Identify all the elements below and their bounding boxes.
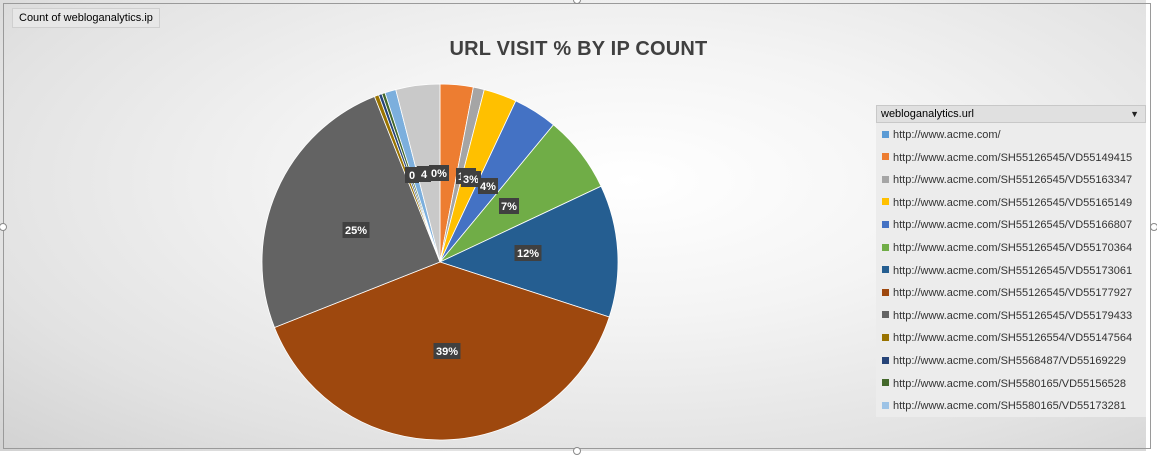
legend-swatch (882, 198, 889, 206)
svg-text:7%: 7% (501, 201, 517, 213)
svg-text:25%: 25% (345, 225, 367, 237)
svg-text:0%: 0% (431, 168, 447, 180)
legend-swatch (882, 401, 889, 409)
legend-swatch (882, 130, 889, 138)
legend-item[interactable]: http://www.acme.com/SH55126545/VD5514941… (882, 151, 1132, 165)
data-label-6: 39% (433, 343, 461, 359)
legend-label: http://www.acme.com/SH55126545/VD5514941… (893, 151, 1133, 164)
legend-label: http://www.acme.com/SH5568487/VD55169229 (893, 355, 1126, 367)
legend-swatch (882, 379, 889, 387)
svg-text:3%: 3% (463, 174, 479, 186)
legend-item[interactable]: http://www.acme.com/SH5580165/VD55156528 (882, 377, 1126, 391)
data-label-0: 0% (429, 165, 449, 181)
legend-label: http://www.acme.com/SH55126545/VD5517792… (893, 287, 1133, 300)
pie-data-labels: 0%1%3%4%7%12%39%25%04 (342, 165, 542, 359)
legend-swatch (882, 220, 889, 228)
resize-handle-right[interactable] (1150, 223, 1157, 231)
legend-label: http://www.acme.com/SH55126554/VD5514756… (893, 332, 1133, 345)
legend-swatch (882, 266, 889, 274)
svg-text:4: 4 (421, 169, 428, 181)
value-field-button[interactable]: Count of webloganalytics.ip (12, 8, 160, 28)
legend-swatch (882, 288, 889, 296)
svg-text:0: 0 (409, 170, 415, 182)
data-label-3: 4% (478, 178, 498, 194)
legend-label: http://www.acme.com/SH55126545/VD5516514… (893, 196, 1133, 209)
legend-swatch (882, 311, 889, 319)
legend-item[interactable]: http://www.acme.com/SH55126545/VD5517306… (882, 264, 1132, 278)
legend-label: http://www.acme.com/SH5580165/VD55156528 (893, 377, 1126, 390)
chart-title: URL VISIT % BY IP COUNT (449, 38, 708, 60)
legend-swatch (882, 333, 889, 341)
svg-text:39%: 39% (436, 346, 458, 358)
legend-swatch (882, 175, 889, 183)
legend-swatch (882, 243, 889, 251)
data-label-9: 4 (417, 166, 431, 182)
data-label-2: 3% (461, 171, 481, 187)
legend: webloganalytics.url ▼ http://www.acme.co… (876, 105, 1146, 417)
legend-filter-dropdown[interactable]: webloganalytics.url ▼ (876, 105, 1146, 123)
pie-slice-7[interactable] (261, 95, 441, 329)
legend-item[interactable]: http://www.acme.com/SH55126554/VD5514756… (882, 331, 1132, 345)
data-label-4: 7% (499, 198, 519, 214)
legend-label: http://www.acme.com/SH55126545/VD5516334… (893, 174, 1133, 187)
data-label-8: 0 (405, 167, 419, 183)
legend-label: http://www.acme.com/SH55126545/VD5516680… (893, 219, 1133, 232)
legend-item[interactable]: http://www.acme.com/SH55126545/VD5517943… (882, 309, 1132, 323)
svg-text:4%: 4% (480, 181, 496, 193)
legend-label: http://www.acme.com/SH55126545/VD5517036… (893, 242, 1133, 254)
resize-handle-bottom[interactable] (573, 447, 581, 455)
data-label-5: 12% (514, 245, 542, 261)
data-label-7: 25% (342, 222, 370, 238)
legend-label: http://www.acme.com/SH5580165/VD55173281 (893, 400, 1126, 413)
legend-item[interactable]: http://www.acme.com/SH55126545/VD5516334… (882, 173, 1132, 187)
legend-swatch (882, 356, 889, 364)
legend-label: http://www.acme.com/SH55126545/VD5517306… (893, 264, 1133, 277)
legend-label: http://www.acme.com/SH55126545/VD5517943… (893, 309, 1133, 322)
legend-item[interactable]: http://www.acme.com/SH5580165/VD55173281 (882, 399, 1126, 413)
legend-item[interactable]: http://www.acme.com/SH55126545/VD5516514… (882, 196, 1132, 210)
svg-text:12%: 12% (517, 248, 539, 260)
legend-item[interactable]: http://www.acme.com/SH55126545/VD5516680… (882, 218, 1132, 232)
legend-item[interactable]: http://www.acme.com/SH55126545/VD5517036… (882, 241, 1132, 255)
chevron-down-icon[interactable]: ▼ (1130, 109, 1139, 119)
legend-label: http://www.acme.com/ (893, 129, 1001, 141)
legend-item[interactable]: http://www.acme.com/SH55126545/VD5517792… (882, 286, 1132, 300)
pie-slices (261, 83, 619, 441)
legend-item[interactable]: http://www.acme.com/SH5568487/VD55169229 (882, 354, 1126, 368)
legend-title: webloganalytics.url (881, 108, 974, 120)
resize-handle-left[interactable] (0, 223, 7, 231)
legend-item[interactable]: http://www.acme.com/ (882, 128, 1001, 142)
legend-swatch (882, 153, 889, 161)
